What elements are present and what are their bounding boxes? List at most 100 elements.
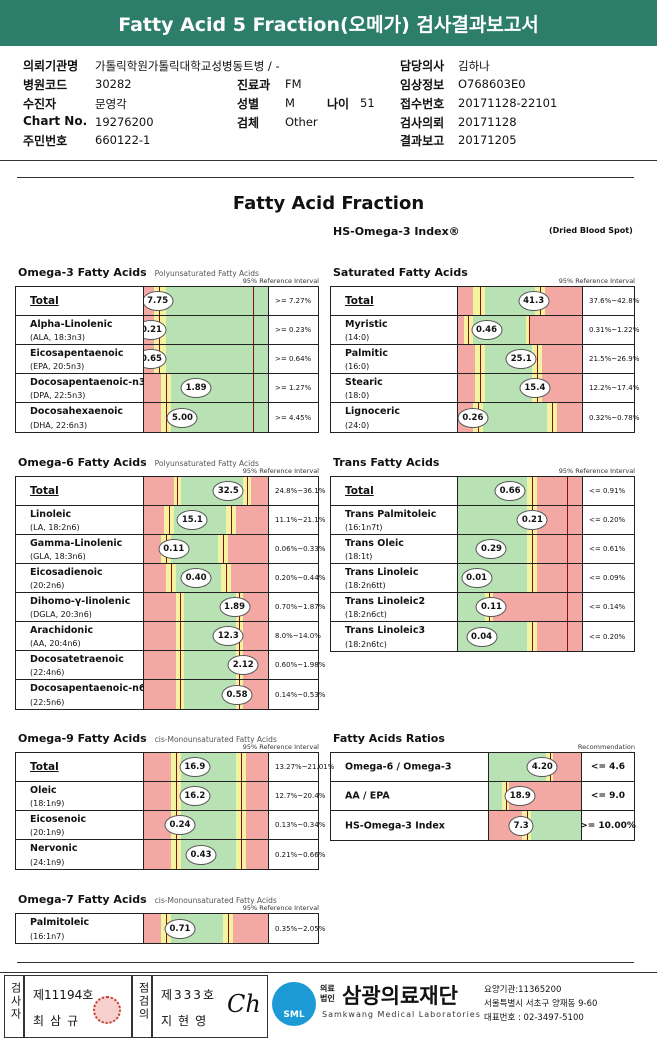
range-segment xyxy=(489,782,502,810)
reference-line xyxy=(166,374,168,402)
table-row: Trans Oleic (18:1t) 0.29 <= 0.61% xyxy=(331,535,634,564)
o9-section-note: cis-Monounsaturated Fatty Acids xyxy=(154,735,277,744)
range-segment xyxy=(245,753,268,781)
reference-line xyxy=(223,535,225,563)
report-title: Fatty Acid 5 Fraction(오메가) 검사결과보고서 xyxy=(0,0,657,46)
analyte-name: Palmitoleic xyxy=(30,917,90,928)
o3-section-title: Omega-3 Fatty Acids Polyunsaturated Fatty… xyxy=(18,266,259,279)
table-row: Nervonic (24:1n9) 0.43 0.21%~0.66% xyxy=(16,840,325,869)
analyte-code: (DHA, 22:6n3) xyxy=(30,421,88,430)
range-segment xyxy=(529,316,582,344)
range-segment xyxy=(230,564,268,592)
total-label: Total xyxy=(30,485,59,497)
reference-range: <= 0.91% xyxy=(582,477,634,505)
o6-reference-header: 95% Reference Interval xyxy=(242,467,319,475)
reference-line xyxy=(240,840,242,869)
result-value-marker: 0.29 xyxy=(475,539,507,559)
table-row: Palmitic (16:0) 25.1 21.5%~26.9% xyxy=(331,345,639,374)
analyte-name-cell: Eicosadienoic (20:2n6) xyxy=(16,564,144,592)
analyte-name: Docosahexaenoic xyxy=(30,406,124,417)
reference-range: >= 0.64% xyxy=(268,345,318,373)
reference-bar: 0.21 xyxy=(458,506,582,534)
reference-line xyxy=(253,374,255,402)
o6-title-text: Omega-6 Fatty Acids xyxy=(18,456,147,469)
table-row: Oleic (18:1n9) 16.2 12.7%~20.4% xyxy=(16,782,325,811)
patient-value: 문영각 xyxy=(95,97,127,111)
table-row: Trans Linoleic (18:2n6tt) 0.01 <= 0.09% xyxy=(331,564,634,593)
range-segment xyxy=(557,403,582,432)
table-row: Linoleic (LA, 18:2n6) 15.1 11.1%~21.1% xyxy=(16,506,325,535)
analyte-name-cell: Trans Linoleic2 (18:2n6ct) xyxy=(331,593,458,621)
doctor-label: 담당의사 xyxy=(400,59,445,73)
range-segment xyxy=(166,287,268,315)
range-segment xyxy=(233,914,268,943)
analyte-name-cell: Arachidonic (AA, 20:4n6) xyxy=(16,622,144,650)
reference-range: 0.14%~0.53% xyxy=(268,680,325,709)
ratio-table: Omega-6 / Omega-3 4.20 <= 4.6 AA / EPA 18.9 <… xyxy=(330,752,636,841)
age-value: 51 xyxy=(360,96,375,110)
result-value-marker: 0.11 xyxy=(475,597,507,617)
table-row: Total 32.5 24.8%~36.1% xyxy=(16,477,325,506)
reference-range: 12.2%~17.4% xyxy=(582,374,639,402)
reference-range: >= 7.27% xyxy=(268,287,318,315)
range-segment xyxy=(458,506,528,534)
table-row: Trans Linoleic2 (18:2n6ct) 0.11 <= 0.14% xyxy=(331,593,634,622)
reference-range: 0.21%~0.66% xyxy=(268,840,325,869)
table-row: Alpha-Linolenic (ALA, 18:3n3) 0.21 >= 0.23% xyxy=(16,316,318,345)
ratio-name: HS-Omega-3 Index xyxy=(345,820,445,831)
table-row: Eicosapentaenoic (EPA, 20:5n3) 0.65 >= 0.64… xyxy=(16,345,318,374)
analyte-name-cell: Trans Linoleic3 (18:2n6tc) xyxy=(331,622,458,651)
o3-table: Total 7.75 >= 7.27% Alpha-Linolenic (ALA, 18… xyxy=(15,286,319,433)
reference-line xyxy=(537,345,539,373)
total-label: Total xyxy=(345,295,374,307)
reference-line xyxy=(253,316,255,344)
table-row: Docosahexaenoic (DHA, 22:6n3) 5.00 >= 4.45% xyxy=(16,403,318,432)
range-segment xyxy=(144,403,162,432)
reference-range: 0.31%~1.22% xyxy=(582,316,639,344)
result-value-marker: 0.40 xyxy=(180,568,212,588)
analyte-name-cell: Total xyxy=(331,477,458,505)
result-value-marker: 7.3 xyxy=(508,815,534,836)
table-row: Total 41.3 37.6%~42.8% xyxy=(331,287,639,316)
o7-title-text: Omega-7 Fatty Acids xyxy=(18,893,147,906)
analyte-code: (18:1t) xyxy=(345,552,373,561)
reference-line xyxy=(230,506,232,534)
range-segment xyxy=(245,811,268,839)
table-row: Dihomo-γ-linolenic (DGLA, 20:3n6) 1.89 0.70… xyxy=(16,593,325,622)
reference-line xyxy=(532,477,534,505)
reference-bar: 2.12 xyxy=(144,651,268,679)
checker-box: 점검의 xyxy=(132,975,152,1038)
institution-value: 가톨릭학원가톨릭대학교성병동트병 / - xyxy=(95,59,280,73)
ratio-title-text: Fatty Acids Ratios xyxy=(333,732,445,745)
chart-label: Chart No. xyxy=(23,114,88,128)
sat-reference-header: 95% Reference Interval xyxy=(558,277,635,285)
checker-name: 지현영 xyxy=(161,1014,213,1028)
table-row: Trans Palmitoleic (16:1n7t) 0.21 <= 0.20% xyxy=(331,506,634,535)
total-label: Total xyxy=(345,485,374,497)
analyte-name-cell: Trans Oleic (18:1t) xyxy=(331,535,458,563)
analyte-code: (EPA, 20:5n3) xyxy=(30,362,85,371)
trans-section-title: Trans Fatty Acids xyxy=(333,456,439,469)
analyte-name-cell: Docosahexaenoic (DHA, 22:6n3) xyxy=(16,403,144,432)
analyte-name: Gamma-Linolenic xyxy=(30,538,123,549)
request-date-label: 검사의뢰 xyxy=(400,116,445,130)
o9-title-text: Omega-9 Fatty Acids xyxy=(18,732,147,745)
o9-table: Total 16.9 13.27%~21.01% Oleic (18:1n9) 16.2 1… xyxy=(15,752,334,870)
reference-range: 0.32%~0.78% xyxy=(582,403,639,432)
range-segment xyxy=(472,287,486,315)
checker-signature: Ch xyxy=(227,990,261,1018)
reference-bar: 0.43 xyxy=(144,840,268,869)
reference-line xyxy=(253,287,255,315)
reference-line xyxy=(166,403,168,432)
reference-line xyxy=(253,403,255,432)
range-segment xyxy=(235,840,246,869)
reference-bar: 0.11 xyxy=(144,535,268,563)
chart-value: 19276200 xyxy=(95,115,154,129)
reference-bar: 7.3 xyxy=(489,811,581,840)
trans-reference-header: 95% Reference Interval xyxy=(558,467,635,475)
range-segment xyxy=(166,345,268,373)
reference-bar: 4.20 xyxy=(489,753,581,781)
sml-logo: SML xyxy=(272,982,316,1026)
total-label: Total xyxy=(30,295,59,307)
result-value-marker: 0.43 xyxy=(185,844,217,865)
